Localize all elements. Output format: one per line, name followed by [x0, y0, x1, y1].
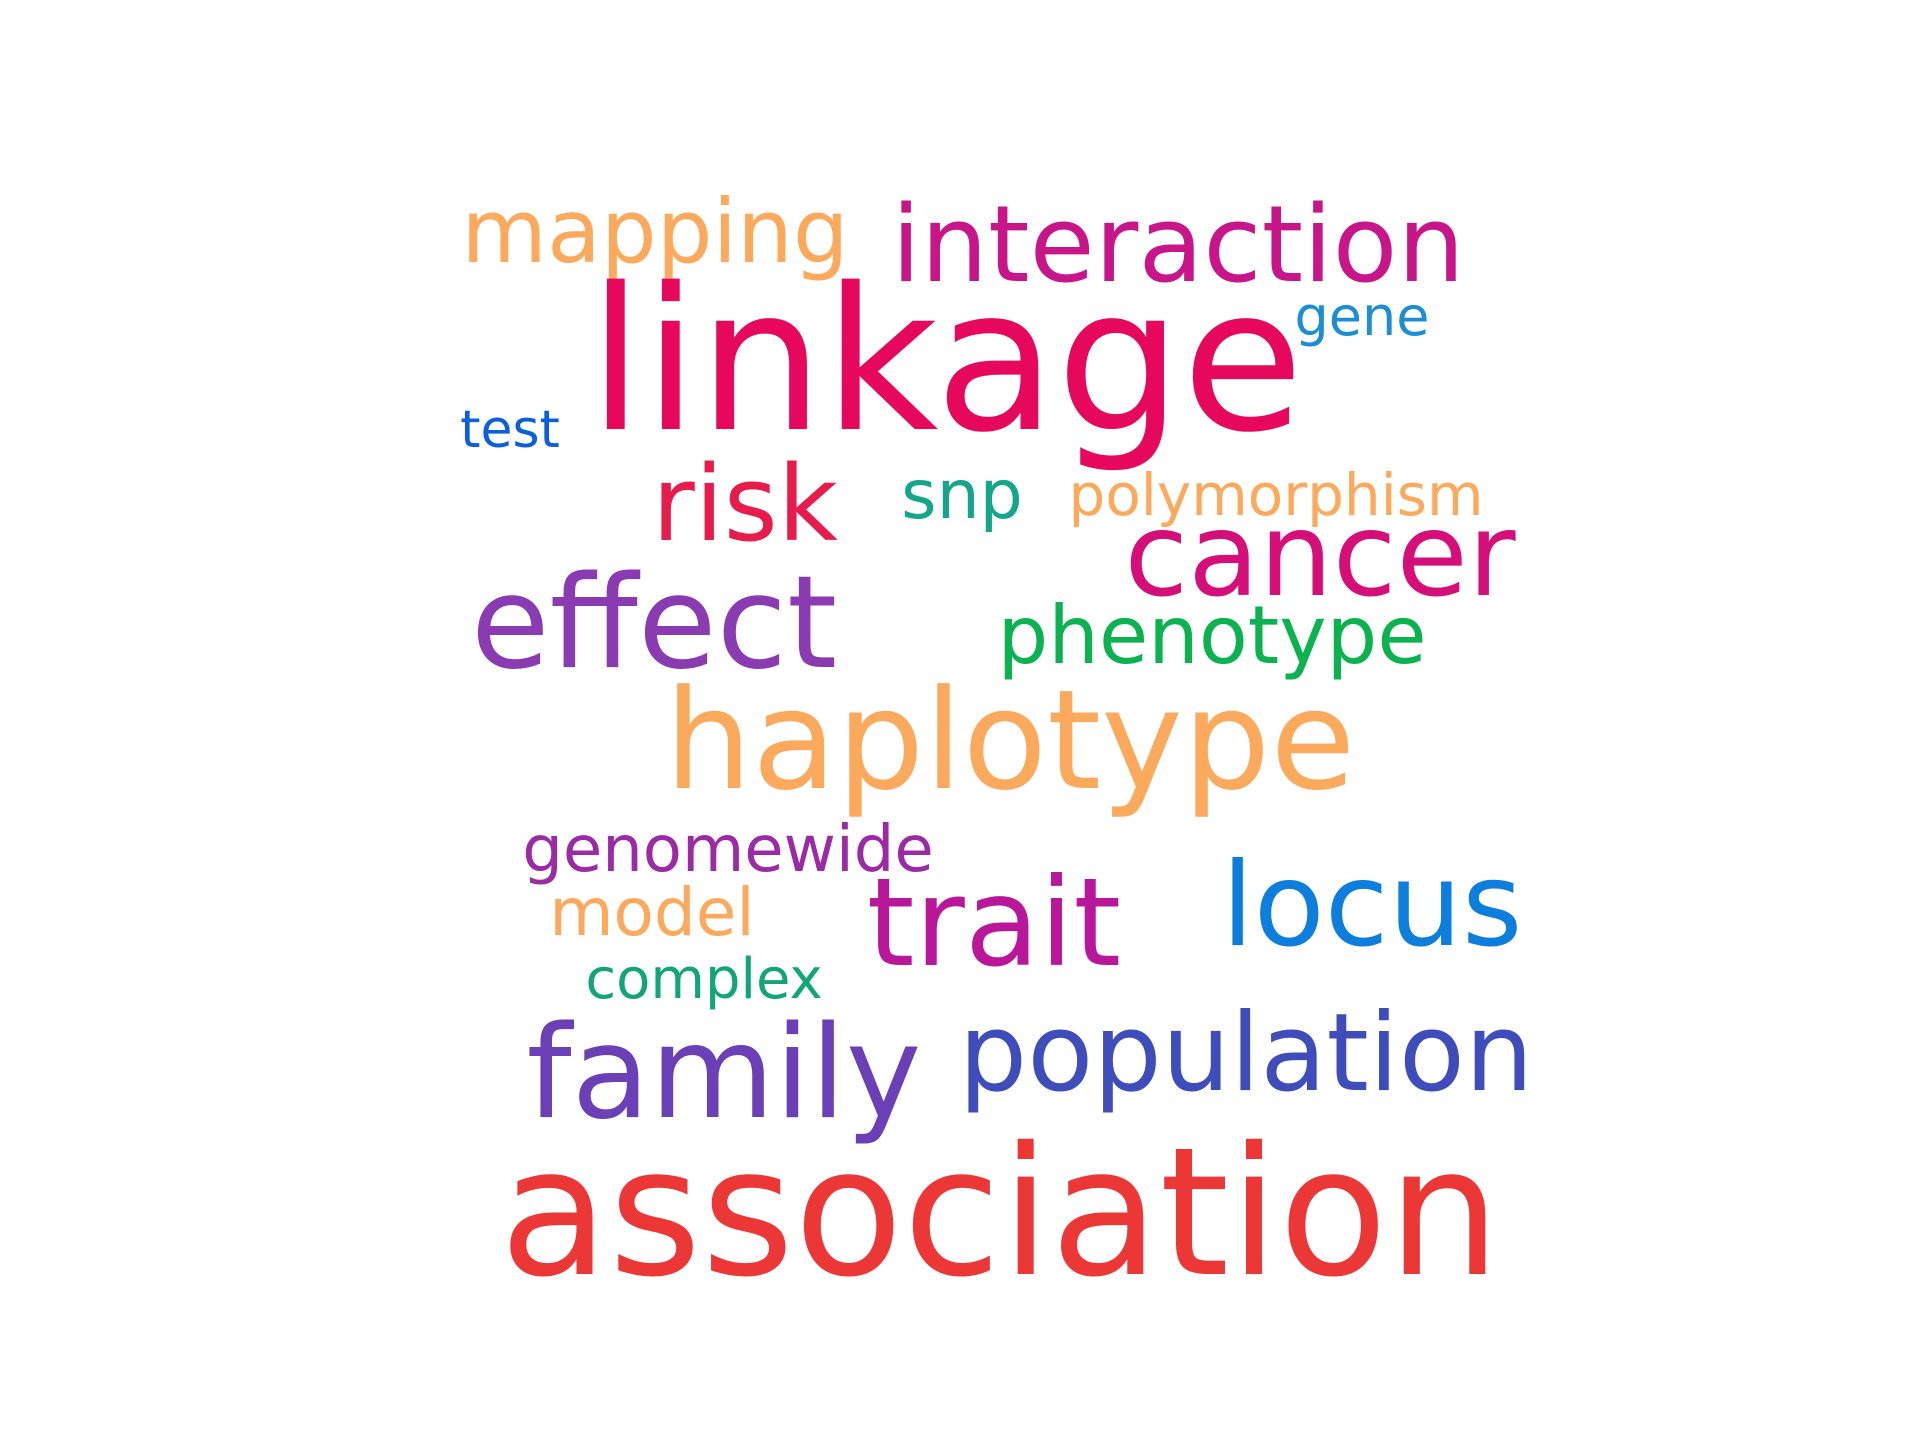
word-complex: complex — [585, 947, 823, 1012]
word-effect: effect — [470, 549, 838, 698]
word-polymorphism: polymorphism — [1068, 461, 1484, 529]
word-genomewide: genomewide — [522, 813, 934, 887]
word-interaction: interaction — [891, 183, 1465, 306]
word-mapping: mapping — [461, 180, 849, 283]
word-haplotype: haplotype — [664, 660, 1356, 821]
word-population: population — [958, 991, 1534, 1116]
word-cancer: cancer — [1124, 488, 1516, 623]
word-snp: snp — [901, 456, 1023, 535]
word-trait: trait — [866, 852, 1122, 994]
word-locus: locus — [1221, 838, 1523, 973]
word-risk: risk — [651, 443, 839, 565]
word-family: family — [526, 999, 922, 1148]
word-model: model — [549, 874, 755, 951]
word-linkage: linkage — [588, 245, 1304, 476]
word-phenotype: phenotype — [997, 589, 1427, 682]
word-association: association — [499, 1109, 1501, 1316]
word-test: test — [460, 400, 560, 460]
word-gene: gene — [1294, 285, 1430, 348]
